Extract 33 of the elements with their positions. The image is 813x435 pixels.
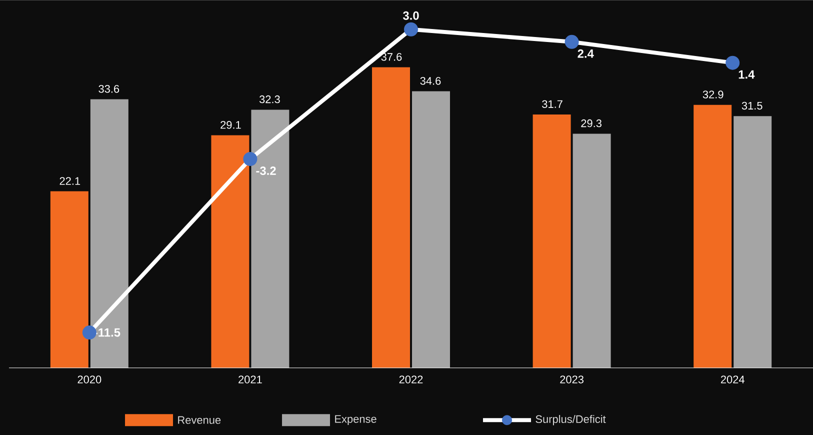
data-label: 31.7 [542,100,562,108]
x-tick-label: 2024 [720,376,744,384]
data-label: 37.6 [381,52,402,61]
x-tick-label: 2020 [78,376,102,384]
data-label: 32.3 [259,95,280,104]
data-label: 22.1 [60,177,80,185]
bar [251,110,290,368]
data-label: 33.6 [98,84,120,93]
bar [572,134,611,368]
data-label: 3.0 [402,11,419,20]
legend-label: Surplus/Deficit [536,414,606,426]
bar [372,67,410,368]
data-label: 2.4 [578,49,594,58]
bar [211,135,250,368]
data-label: 29.1 [220,120,241,129]
bar [694,104,732,368]
data-label: 29.3 [581,119,602,128]
x-tick-label: 2021 [238,376,262,384]
x-tick-label: 2023 [560,376,584,384]
bar [50,191,88,368]
data-label: -3.2 [256,166,276,175]
data-label: 32.9 [702,90,724,98]
bar [734,116,772,368]
data-label: -11.5 [94,328,120,337]
data-label: 34.6 [420,76,441,85]
bar [412,91,450,368]
data-label: 1.4 [738,70,755,79]
data-label: 31.5 [742,102,762,110]
x-tick-label: 2022 [399,376,423,384]
bar [90,99,128,368]
bar [532,114,571,368]
legend-label: Expense [335,415,376,425]
legend-label: Revenue [178,416,221,424]
